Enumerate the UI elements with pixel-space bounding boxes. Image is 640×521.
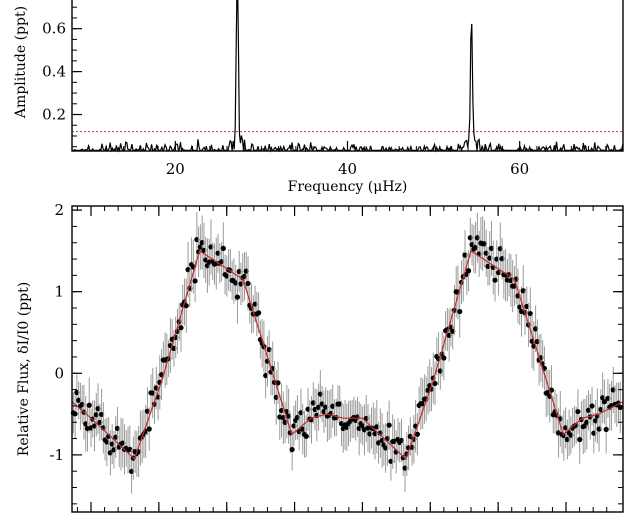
- light-curve-y-tick-label: -1: [49, 446, 64, 464]
- light-curve-y-tick-label: 1: [54, 283, 64, 301]
- light-curve-marker: [245, 280, 251, 287]
- light-curve-marker: [601, 399, 608, 405]
- light-curve-marker: [575, 408, 581, 415]
- light-curve-marker: [146, 426, 152, 432]
- periodogram-x-tick-label: 60: [510, 160, 529, 178]
- light-curve-marker: [220, 245, 226, 251]
- light-curve-x-ticks: 00.250.50.7511.251.51.75: [76, 206, 608, 521]
- light-curve-model: [71, 249, 624, 461]
- light-curve-point: [414, 413, 420, 456]
- light-curve-point: [178, 303, 184, 352]
- light-curve-point: [234, 270, 241, 324]
- light-curve-point: [146, 407, 152, 451]
- light-curve-marker: [603, 426, 609, 433]
- periodogram-y-axis-label: Amplitude (ppt): [13, 6, 29, 119]
- periodogram-frame: [71, 0, 624, 152]
- light-curve-point: [589, 386, 595, 426]
- light-curve-y-ticks: -1 0 1 2: [49, 201, 623, 505]
- light-curve-marker: [303, 433, 309, 439]
- periodogram-x-tick-label: 40: [338, 160, 357, 178]
- light-curve-y-tick-label: 2: [54, 201, 64, 219]
- light-curve-marker: [465, 268, 472, 274]
- light-curve-panel: 00.250.50.7511.251.51.75 -1 0 1 2 Relative …: [16, 201, 624, 521]
- light-curve-point: [577, 415, 583, 464]
- light-curve-marker: [414, 431, 420, 437]
- light-curve-point: [86, 377, 92, 433]
- light-curve-point: [289, 428, 295, 471]
- light-curve-marker: [289, 446, 295, 453]
- light-curve-marker: [178, 325, 184, 331]
- light-curve-marker: [86, 402, 92, 408]
- light-curve-point: [575, 389, 581, 434]
- light-curve-marker: [256, 310, 262, 316]
- light-curve-point: [386, 400, 392, 450]
- light-curve-point: [245, 256, 251, 311]
- periodogram-x-tick-label: 20: [166, 160, 185, 178]
- light-curve-point: [603, 405, 609, 454]
- periodogram-y-tick-label: 0.2: [42, 106, 66, 124]
- light-curve-marker: [234, 294, 241, 300]
- light-curve-point: [183, 278, 189, 333]
- light-curve-point: [256, 292, 262, 334]
- light-curve-marker: [577, 436, 583, 443]
- light-curve-y-tick-label: 0: [54, 364, 64, 382]
- light-curve-frame: [71, 205, 624, 513]
- periodogram-y-tick-label: 0.4: [42, 63, 66, 81]
- light-curve-marker: [492, 277, 498, 283]
- light-curve-point: [457, 285, 463, 338]
- light-curve-marker: [432, 380, 438, 387]
- periodogram-y-ticks: 0.20.40.60.8: [42, 6, 82, 148]
- periodogram-x-ticks: 20 40 60: [88, 141, 607, 178]
- periodogram-y-tick-label: 0.6: [42, 20, 66, 38]
- periodogram-x-axis-label: Frequency (μHz): [288, 179, 408, 195]
- light-curve-marker: [192, 278, 198, 284]
- light-curve-marker: [441, 355, 447, 361]
- periodogram-spectrum: [72, 0, 624, 153]
- light-curve-points: [70, 212, 623, 494]
- light-curve-point: [432, 361, 438, 406]
- light-curve-marker: [72, 411, 78, 417]
- light-curve-marker: [457, 308, 463, 315]
- light-curve-point: [601, 379, 608, 424]
- light-curve-y-axis-label: Relative Flux, δI/I0 (ppt): [16, 282, 32, 456]
- light-curve-marker: [183, 303, 189, 309]
- light-curve-point: [492, 258, 498, 302]
- light-curve-marker: [589, 403, 595, 409]
- light-curve-point: [72, 388, 78, 439]
- light-curve-marker: [386, 422, 392, 428]
